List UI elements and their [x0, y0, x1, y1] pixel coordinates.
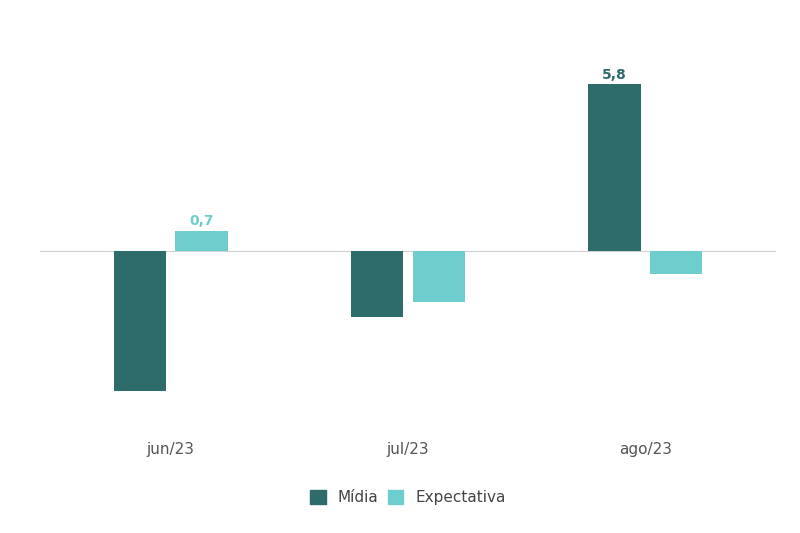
- Bar: [175, 231, 227, 251]
- Legend: Mídia, Expectativa: Mídia, Expectativa: [302, 482, 514, 513]
- Text: 0,7: 0,7: [189, 214, 214, 228]
- Text: -4,9: -4,9: [125, 256, 155, 270]
- Text: -2,3: -2,3: [362, 256, 392, 270]
- Bar: [589, 84, 641, 251]
- Bar: [413, 251, 465, 302]
- Text: 5,8: 5,8: [602, 68, 627, 82]
- Text: -1,8: -1,8: [424, 256, 454, 270]
- Bar: [650, 251, 702, 273]
- Bar: [351, 251, 403, 317]
- Text: -0,8: -0,8: [661, 256, 691, 270]
- Bar: [114, 251, 166, 391]
